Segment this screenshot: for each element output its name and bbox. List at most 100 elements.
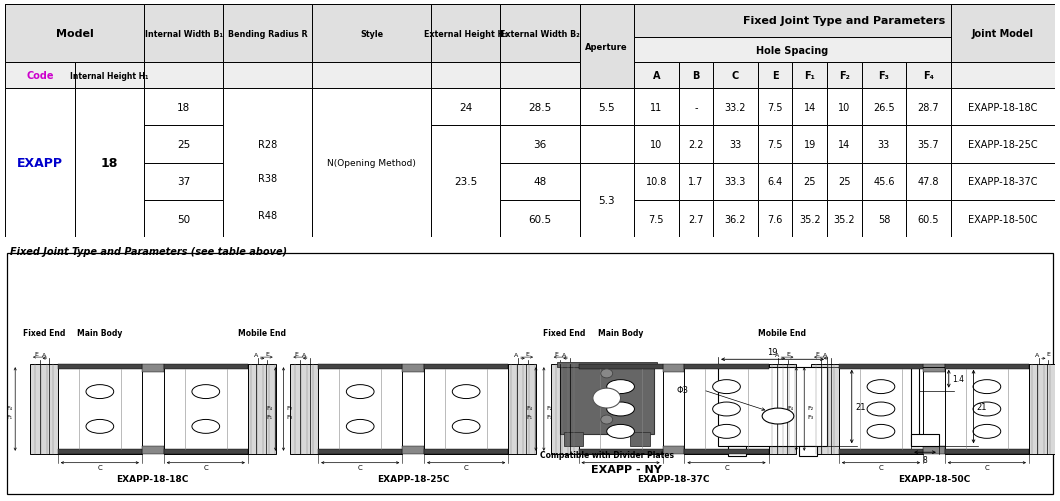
FancyBboxPatch shape [827, 163, 862, 201]
FancyBboxPatch shape [5, 63, 74, 89]
Bar [630, 432, 650, 446]
Bar [508, 365, 536, 454]
Text: Main Body: Main Body [77, 328, 123, 337]
Bar [579, 365, 662, 370]
FancyBboxPatch shape [678, 63, 713, 89]
FancyBboxPatch shape [827, 63, 862, 89]
Bar [248, 365, 276, 454]
Text: R48: R48 [258, 210, 278, 220]
Bar [799, 446, 817, 456]
FancyBboxPatch shape [634, 126, 678, 163]
Text: External Height H₁: External Height H₁ [424, 30, 508, 39]
FancyBboxPatch shape [634, 201, 678, 238]
Bar [1029, 365, 1057, 454]
Text: E: E [295, 351, 298, 356]
Bar [811, 365, 838, 454]
Text: Joint Model: Joint Model [972, 29, 1034, 39]
Text: 25: 25 [177, 140, 190, 150]
Bar [424, 365, 508, 370]
Text: 21: 21 [855, 402, 866, 411]
FancyBboxPatch shape [144, 89, 223, 126]
FancyBboxPatch shape [793, 163, 827, 201]
FancyBboxPatch shape [713, 89, 758, 126]
FancyBboxPatch shape [144, 201, 223, 238]
Bar [318, 365, 403, 370]
FancyBboxPatch shape [713, 163, 758, 201]
Text: Style: Style [360, 30, 383, 39]
Bar [551, 365, 579, 454]
Bar [163, 449, 248, 454]
FancyBboxPatch shape [144, 63, 223, 89]
Text: Model: Model [56, 29, 93, 39]
Bar [579, 365, 662, 454]
Text: A: A [653, 71, 660, 81]
Text: 14: 14 [838, 140, 850, 150]
FancyBboxPatch shape [313, 89, 431, 238]
FancyBboxPatch shape [951, 126, 1055, 163]
FancyBboxPatch shape [758, 163, 793, 201]
Text: E: E [1046, 351, 1050, 356]
FancyBboxPatch shape [580, 89, 634, 126]
Text: 7.6: 7.6 [767, 214, 782, 224]
Text: 33.3: 33.3 [725, 177, 746, 187]
Text: Φ3: Φ3 [676, 385, 688, 394]
Text: 1.7: 1.7 [688, 177, 704, 187]
FancyBboxPatch shape [500, 89, 580, 126]
Text: E: E [34, 351, 38, 356]
FancyBboxPatch shape [758, 126, 793, 163]
Bar [728, 446, 746, 456]
Text: F₄: F₄ [6, 405, 13, 410]
FancyBboxPatch shape [500, 201, 580, 238]
FancyBboxPatch shape [951, 89, 1055, 126]
FancyBboxPatch shape [223, 89, 313, 238]
FancyBboxPatch shape [74, 5, 144, 38]
FancyBboxPatch shape [862, 126, 906, 163]
Bar [30, 365, 57, 454]
Text: 33: 33 [729, 140, 742, 150]
Circle shape [867, 402, 895, 416]
Bar [912, 367, 919, 446]
FancyBboxPatch shape [431, 5, 500, 63]
Bar [564, 432, 583, 446]
Text: Bending Radius R: Bending Radius R [228, 30, 307, 39]
Bar [403, 365, 424, 372]
FancyBboxPatch shape [580, 126, 634, 163]
Circle shape [712, 402, 740, 416]
FancyBboxPatch shape [758, 63, 793, 89]
FancyBboxPatch shape [313, 5, 431, 38]
Bar [424, 365, 508, 454]
Text: F₃: F₃ [547, 414, 553, 419]
Circle shape [712, 380, 740, 394]
FancyBboxPatch shape [951, 163, 1055, 201]
Text: B: B [692, 71, 700, 81]
Text: A: A [514, 352, 518, 357]
FancyBboxPatch shape [678, 126, 713, 163]
Bar [944, 449, 1029, 454]
Bar [923, 365, 944, 372]
Text: E: E [265, 351, 269, 356]
Bar [838, 365, 923, 370]
Text: Fixed End: Fixed End [544, 328, 586, 337]
Text: F₂: F₂ [547, 405, 553, 410]
Ellipse shape [601, 369, 613, 378]
FancyBboxPatch shape [5, 5, 144, 63]
FancyBboxPatch shape [678, 201, 713, 238]
Text: F₂: F₂ [286, 405, 293, 410]
Bar [57, 365, 142, 370]
FancyBboxPatch shape [634, 89, 678, 126]
Circle shape [973, 402, 1001, 416]
Bar [662, 446, 685, 454]
Text: 33.2: 33.2 [725, 103, 746, 113]
Text: 50: 50 [177, 214, 190, 224]
Text: EXAPP-18-50C: EXAPP-18-50C [968, 214, 1038, 224]
Text: F₂: F₂ [838, 71, 850, 81]
Ellipse shape [601, 415, 613, 424]
FancyBboxPatch shape [906, 201, 951, 238]
FancyBboxPatch shape [713, 63, 758, 89]
Text: 6.4: 6.4 [767, 177, 782, 187]
Bar [318, 449, 403, 454]
Bar [838, 449, 923, 454]
Circle shape [347, 385, 374, 399]
FancyBboxPatch shape [5, 5, 74, 38]
Text: 28.7: 28.7 [918, 103, 939, 113]
